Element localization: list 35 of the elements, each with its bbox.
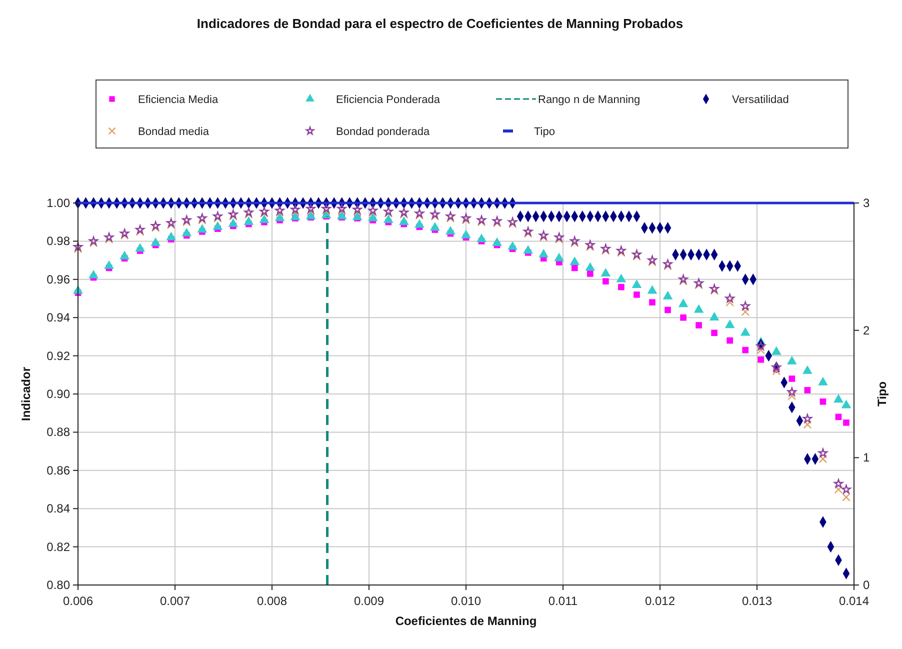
y-tick-label: 0.98 — [46, 234, 70, 248]
x-tick-label: 0.011 — [548, 594, 578, 608]
y-tick-label: 0.80 — [46, 578, 70, 592]
y2-tick-label: 2 — [863, 323, 870, 338]
legend-label: Versatilidad — [732, 94, 789, 106]
y2-axis-title: Tipo — [875, 381, 889, 407]
y2-tick-label: 0 — [863, 578, 870, 592]
chart-title: Indicadores de Bondad para el espectro de Coeficientes de Manning Probados — [196, 16, 684, 31]
legend-label: Bondad ponderada — [336, 126, 430, 138]
x-tick-label: 0.010 — [450, 594, 482, 608]
x-tick-label: 0.013 — [742, 594, 772, 608]
y2-tick-label: 1 — [863, 450, 870, 465]
legend-label: Bondad media — [138, 126, 210, 138]
x-axis-title: Coeficientes de Manning — [395, 614, 537, 628]
y-tick-label: 0.96 — [46, 272, 70, 286]
legend-label: Eficiencia Ponderada — [336, 94, 441, 106]
y-tick-label: 1.00 — [46, 196, 70, 210]
y-tick-label: 0.84 — [46, 502, 70, 516]
x-tick-label: 0.009 — [354, 594, 384, 608]
legend-label: Tipo — [534, 126, 555, 138]
y-axis-title: Indicador — [19, 366, 33, 422]
y-tick-label: 0.94 — [46, 310, 70, 325]
legend-label: Rango n de Manning — [538, 94, 640, 106]
legend-label: Eficiencia Media — [138, 94, 219, 106]
x-tick-label: 0.006 — [62, 594, 94, 608]
x-tick-label: 0.008 — [256, 594, 288, 608]
x-tick-label: 0.007 — [160, 594, 190, 608]
y-tick-label: 0.88 — [46, 425, 70, 440]
x-tick-label: 0.014 — [838, 594, 870, 608]
x-tick-label: 0.012 — [644, 594, 676, 608]
y-tick-label: 0.86 — [46, 463, 70, 478]
y-tick-label: 0.82 — [46, 540, 70, 554]
y2-tick-label: 3 — [863, 196, 870, 210]
y-tick-label: 0.92 — [46, 348, 70, 363]
y-tick-label: 0.90 — [46, 387, 70, 401]
